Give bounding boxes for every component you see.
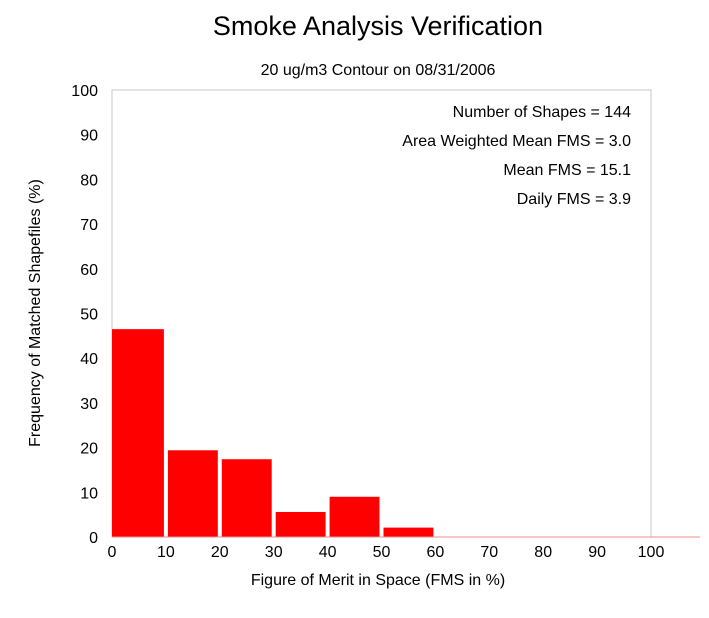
x-tick-label: 60 — [427, 544, 445, 561]
y-tick-label: 70 — [80, 217, 98, 234]
x-tick-labels: 0 10 20 30 40 50 60 70 80 90 100 — [108, 544, 665, 561]
x-tick-label: 100 — [638, 544, 665, 561]
stat-number-of-shapes: Number of Shapes = 144 — [453, 104, 631, 121]
y-tick-label: 60 — [80, 262, 98, 279]
chart-subtitle: 20 ug/m3 Contour on 08/31/2006 — [261, 62, 496, 79]
x-tick-label: 10 — [157, 544, 175, 561]
bar-50-60 — [383, 527, 434, 537]
stats-annotations: Number of Shapes = 144 Area Weighted Mea… — [402, 104, 631, 208]
stat-mean-fms: Mean FMS = 15.1 — [503, 162, 631, 179]
y-tick-label: 10 — [80, 485, 98, 502]
x-tick-label: 80 — [534, 544, 552, 561]
bars-group — [112, 329, 434, 537]
x-tick-label: 0 — [108, 544, 117, 561]
y-tick-labels: 0 10 20 30 40 50 60 70 80 90 100 — [71, 83, 98, 547]
x-tick-label: 50 — [373, 544, 391, 561]
bar-40-50 — [329, 496, 380, 537]
bar-20-30 — [221, 459, 272, 537]
bar-30-40 — [275, 511, 326, 537]
x-axis-label: Figure of Merit in Space (FMS in %) — [251, 572, 505, 589]
y-tick-label: 20 — [80, 441, 98, 458]
x-tick-label: 90 — [588, 544, 606, 561]
x-tick-label: 20 — [211, 544, 229, 561]
x-tick-label: 30 — [265, 544, 283, 561]
y-tick-label: 50 — [80, 307, 98, 324]
stat-daily-fms: Daily FMS = 3.9 — [517, 191, 631, 208]
bar-10-20 — [167, 450, 218, 537]
x-tick-label: 70 — [480, 544, 498, 561]
y-tick-label: 90 — [80, 128, 98, 145]
y-tick-label: 40 — [80, 351, 98, 368]
y-axis-label: Frequency of Matched Shapefiles (%) — [27, 179, 44, 447]
stat-area-weighted-mean: Area Weighted Mean FMS = 3.0 — [402, 133, 631, 150]
chart-title: Smoke Analysis Verification — [213, 11, 543, 41]
y-tick-label: 30 — [80, 396, 98, 413]
x-tick-label: 40 — [319, 544, 337, 561]
y-tick-label: 100 — [71, 83, 98, 100]
bar-0-10 — [112, 329, 164, 537]
y-tick-label: 0 — [89, 530, 98, 547]
y-tick-label: 80 — [80, 172, 98, 189]
